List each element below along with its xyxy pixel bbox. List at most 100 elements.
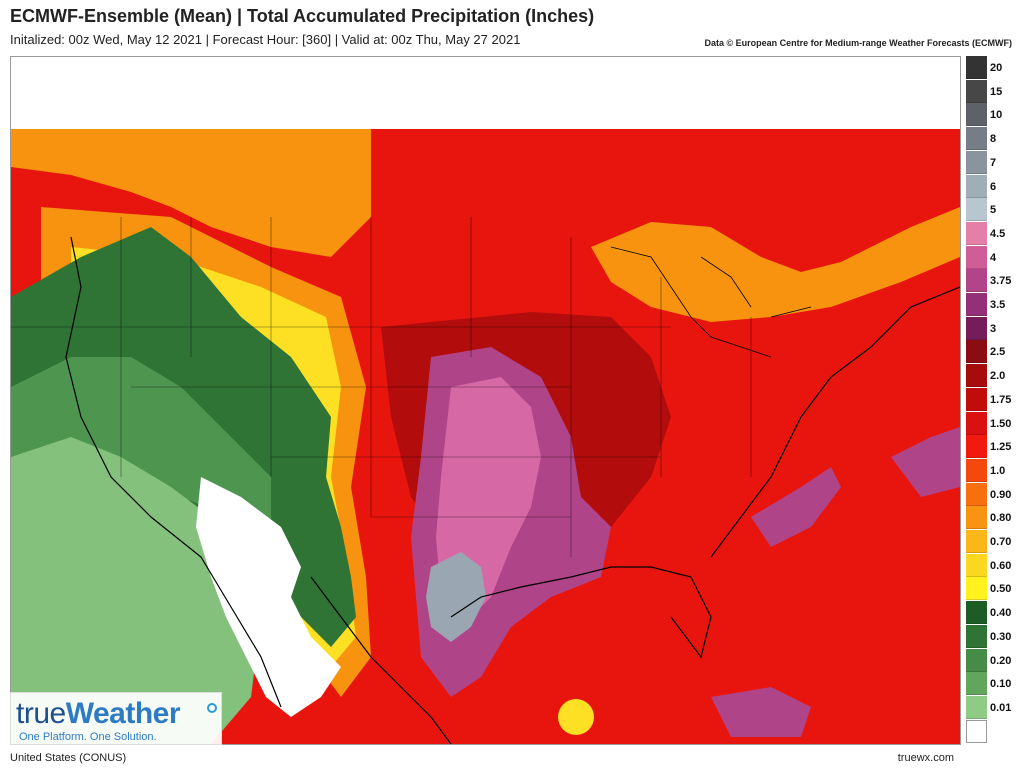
logo-word-true: true [16, 697, 66, 730]
legend-swatch [966, 719, 987, 743]
legend-swatch [966, 411, 987, 435]
legend-label: 10 [990, 109, 1003, 122]
legend-entry: 15 [966, 79, 1020, 103]
legend-entry: 2.0 [966, 364, 1020, 388]
legend-label: 2.5 [990, 346, 1006, 359]
purple-region-caribbean [711, 687, 811, 737]
legend-swatch [966, 482, 987, 506]
legend-entry: 20 [966, 56, 1020, 79]
legend-swatch [966, 530, 987, 553]
legend-label: 2.0 [990, 370, 1006, 383]
legend-swatch [966, 672, 987, 696]
legend-swatch [966, 56, 987, 79]
legend-label: 5 [990, 204, 997, 217]
legend-entry: 0.20 [966, 648, 1020, 672]
legend-entry: 7 [966, 150, 1020, 174]
legend-entry: 0.70 [966, 530, 1020, 553]
legend-entry: 4.5 [966, 221, 1020, 245]
legend-swatch [966, 387, 987, 411]
legend-swatch [966, 103, 987, 127]
legend-label: 1.0 [990, 464, 1006, 477]
legend-entry: 1.75 [966, 387, 1020, 411]
map-title: ECMWF-Ensemble (Mean) | Total Accumulate… [10, 6, 595, 26]
legend-swatch [966, 648, 987, 672]
legend-label: 0.20 [990, 654, 1012, 667]
legend-entry: 3.75 [966, 269, 1020, 293]
legend-entry: 0.90 [966, 482, 1020, 506]
data-credit: Data © European Centre for Medium-range … [704, 38, 1012, 48]
legend-entry: 0.40 [966, 601, 1020, 625]
purple-region-atlantic [751, 467, 841, 547]
legend-entry: 8 [966, 127, 1020, 151]
legend-label: 3.75 [990, 275, 1012, 288]
legend-swatch [966, 577, 987, 601]
legend-label: 1.75 [990, 393, 1012, 406]
legend-label: 8 [990, 133, 997, 146]
legend-label: 0.90 [990, 488, 1012, 501]
legend-entry: 1.25 [966, 435, 1020, 459]
legend-entry: 0.60 [966, 553, 1020, 577]
orange-band-great-lakes [591, 207, 960, 322]
precipitation-field [11, 129, 960, 744]
legend-entry: 0.50 [966, 577, 1020, 601]
trueweather-logo: trueWeather One Platform. One Solution. [10, 692, 222, 745]
legend-entry: 10 [966, 103, 1020, 127]
great-lakes-outline [610, 246, 812, 358]
legend-label: 6 [990, 180, 997, 193]
region-label: United States (CONUS) [10, 752, 127, 764]
legend-label: 0.10 [990, 678, 1012, 691]
map-subtitle: Initalized: 00z Wed, May 12 2021 | Forec… [10, 32, 521, 47]
state-borders [11, 217, 752, 557]
legend-label: 4.5 [990, 227, 1006, 240]
legend-label: 15 [990, 85, 1003, 98]
legend-swatch [966, 293, 987, 316]
no-precip-area [196, 477, 341, 717]
legend-label: 7 [990, 156, 997, 169]
legend-label: 0.60 [990, 559, 1012, 572]
legend-swatch [966, 150, 987, 174]
logo-tagline: One Platform. One Solution. [19, 731, 157, 743]
precip-legend: 20 15 10 8 7 6 5 4.5 4 3.75 3.5 3 2.5 2.0 1.75 1.50 1.25… [966, 56, 1020, 745]
legend-label: 1.50 [990, 417, 1012, 430]
legend-swatch [966, 269, 987, 293]
coastline-outline [65, 236, 960, 744]
legend-swatch [966, 245, 987, 269]
legend-swatch [966, 79, 987, 103]
legend-entry: 3 [966, 316, 1020, 340]
legend-entry: 3.5 [966, 293, 1020, 316]
precipitation-map[interactable] [10, 56, 961, 745]
legend-swatch [966, 506, 987, 530]
legend-entry: 0.10 [966, 672, 1020, 696]
legend-swatch [966, 316, 987, 340]
legend-label: 0.30 [990, 630, 1012, 643]
legend-entry: 5 [966, 198, 1020, 222]
legend-entry: 0.01 [966, 695, 1020, 719]
legend-label: 20 [990, 62, 1003, 74]
legend-swatch [966, 553, 987, 577]
legend-label: 0.80 [990, 512, 1012, 525]
logo-word-weather: Weather [65, 697, 181, 730]
legend-label: 0.70 [990, 536, 1012, 548]
legend-entry: 2.5 [966, 340, 1020, 364]
legend-entry [966, 719, 1020, 743]
legend-label: 0.01 [990, 701, 1012, 714]
legend-entry: 0.30 [966, 624, 1020, 648]
legend-swatch [966, 695, 987, 719]
legend-swatch [966, 458, 987, 482]
legend-swatch [966, 174, 987, 198]
yellow-spot-gulf [558, 699, 594, 735]
legend-label: 4 [990, 251, 997, 264]
orange-band-north [11, 129, 371, 257]
legend-label: 3 [990, 322, 997, 335]
legend-entry: 4 [966, 245, 1020, 269]
legend-label: 3.5 [990, 299, 1006, 311]
legend-entry: 1.50 [966, 411, 1020, 435]
legend-swatch [966, 198, 987, 222]
legend-label: 1.25 [990, 441, 1012, 454]
legend-label: 0.40 [990, 607, 1012, 620]
legend-swatch [966, 435, 987, 459]
legend-label: 0.50 [990, 583, 1012, 596]
site-link[interactable]: truewx.com [897, 752, 954, 764]
gray-region-texas [426, 552, 486, 642]
legend-entry: 6 [966, 174, 1020, 198]
